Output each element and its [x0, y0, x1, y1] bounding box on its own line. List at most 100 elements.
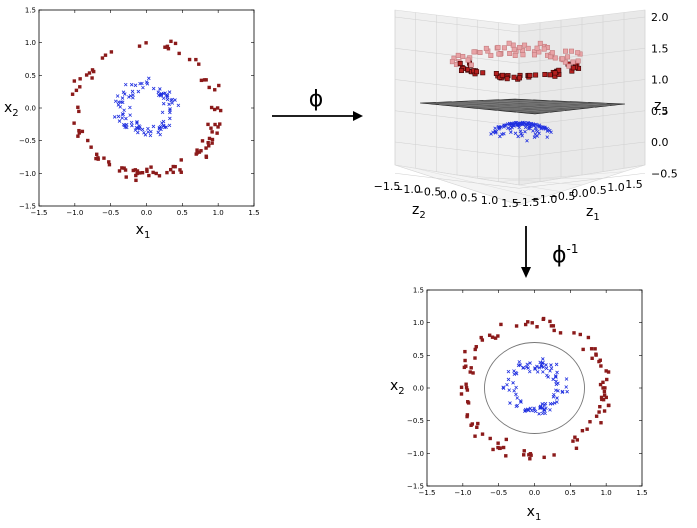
outer-point [78, 77, 82, 81]
outer-point [465, 414, 469, 419]
outer-point [171, 170, 175, 175]
inner-point-3d [520, 133, 524, 138]
z3-tick-label: 0.5 [651, 105, 669, 118]
outer-point [575, 438, 580, 442]
inner-point-3d [508, 127, 513, 131]
inner-point [121, 112, 125, 117]
outer-point [171, 164, 175, 169]
outer-point [522, 449, 526, 453]
outer-point-3d [549, 50, 555, 56]
inner-point [554, 362, 559, 367]
inner-point [127, 95, 131, 99]
y-tick-label: −1.5 [19, 203, 36, 211]
outer-point-3d [568, 48, 574, 54]
outer-point-3d [552, 70, 558, 76]
outer-point [599, 395, 604, 400]
inner-point [128, 105, 132, 110]
z3-tick-label: 1.5 [651, 42, 669, 55]
outer-point [526, 320, 530, 324]
inner-point [560, 390, 565, 395]
outer-point [107, 160, 111, 164]
z2-tick-label: 0.5 [460, 191, 478, 204]
inner-point [517, 360, 522, 364]
inner-point-3d [513, 131, 518, 136]
inner-point [146, 130, 150, 134]
inner-point [537, 365, 542, 370]
inner-point [541, 405, 545, 410]
outer-point [207, 85, 211, 90]
z3-tick-label: 1.0 [651, 74, 669, 87]
outer-point-3d [547, 72, 553, 78]
inner-point [122, 108, 126, 113]
inner-point [518, 363, 523, 367]
outer-point [464, 382, 468, 386]
inner-point [134, 125, 139, 130]
outer-point [514, 324, 519, 328]
outer-point-3d [496, 51, 502, 57]
inner-point-3d [535, 134, 539, 138]
outer-point-3d [556, 67, 562, 73]
outer-point [194, 57, 198, 62]
outer-point [593, 347, 597, 351]
outer-point [166, 47, 171, 51]
inner-point-3d [518, 129, 523, 133]
outer-point [213, 122, 217, 127]
3d-inner-points [489, 120, 553, 143]
outer-point [558, 331, 563, 335]
inner-point [533, 366, 537, 370]
outer-point-3d [562, 59, 568, 65]
inner-point [168, 108, 172, 113]
inner-point [540, 402, 545, 406]
y-tick-label: −1.0 [19, 170, 36, 178]
outer-point [134, 178, 138, 183]
y-tick-label: 1.0 [413, 319, 424, 327]
arrow-head-right [353, 111, 363, 121]
outer-point [480, 432, 485, 436]
outer-point [479, 335, 483, 340]
inner-point [116, 103, 121, 107]
plane-grid-line [499, 99, 611, 106]
outer-point-3d [458, 68, 464, 74]
inner-point [145, 82, 150, 86]
inner-point [122, 92, 127, 96]
inner-point [529, 408, 534, 413]
outer-point [581, 347, 585, 352]
inner-point [160, 110, 165, 115]
grid-line [394, 79, 520, 95]
outer-point-3d [522, 42, 528, 48]
outer-point [100, 56, 105, 60]
outer-point [138, 171, 142, 175]
outer-point-3d [457, 60, 463, 66]
inner-point-3d [542, 125, 546, 130]
outer-point [212, 107, 217, 112]
inner-point [515, 403, 520, 408]
outer-point [601, 386, 605, 390]
outer-point [496, 441, 500, 445]
outer-point [135, 169, 140, 173]
outer-point [572, 331, 576, 335]
outer-point [504, 437, 509, 442]
x-tick-label: 1.0 [601, 489, 612, 497]
outer-point [598, 382, 603, 387]
x-tick-label: 0.5 [565, 489, 576, 497]
inner-point-3d [545, 126, 549, 131]
outer-point [96, 157, 100, 161]
boundary-plot-ticks: −1.5 −1.0 −0.5 0.0 0.5 1.0 1.5 1.5 1.0 0.5 0.0 −0.5… [407, 287, 648, 498]
inner-point [133, 128, 138, 132]
floor-grid-line [498, 171, 625, 182]
grid-line [518, 141, 646, 158]
outer-point [463, 349, 467, 354]
outer-point [210, 141, 214, 145]
inner-point-3d [502, 125, 506, 129]
inner-point [130, 123, 134, 128]
inner-point [124, 122, 129, 127]
z3-tick-label: 2.0 [651, 11, 669, 24]
outer-point [179, 170, 183, 174]
inner-point-3d [532, 135, 537, 139]
outer-point [471, 371, 475, 375]
outer-point-3d [565, 54, 571, 60]
inner-point [538, 360, 542, 365]
outer-point-3d [517, 45, 523, 51]
outer-point [590, 356, 594, 360]
outer-point [77, 131, 82, 135]
